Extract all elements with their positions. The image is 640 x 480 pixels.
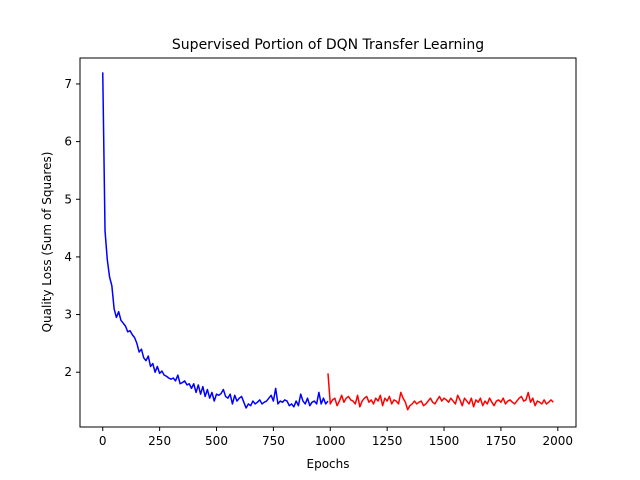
y-tick-label: 5 <box>64 192 72 206</box>
y-tick-label: 7 <box>64 77 72 91</box>
chart-title: Supervised Portion of DQN Transfer Learn… <box>172 37 484 53</box>
y-tick-label: 3 <box>64 308 72 322</box>
x-axis-label: Epochs <box>307 457 350 471</box>
y-axis-label: Quality Loss (Sum of Squares) <box>40 152 54 333</box>
x-tick-label: 500 <box>205 434 228 448</box>
y-tick-label: 2 <box>64 365 72 379</box>
x-tick-label: 0 <box>99 434 107 448</box>
series-layer <box>102 72 554 411</box>
x-tick-label: 250 <box>148 434 171 448</box>
plot-frame <box>79 57 577 428</box>
x-tick-label: 750 <box>262 434 285 448</box>
x-axis: 0 250 500 750 1000 1250 1500 1750 2000 <box>99 427 573 448</box>
series-line-2 <box>327 373 554 411</box>
x-tick-label: 1000 <box>315 434 346 448</box>
x-tick-label: 1500 <box>429 434 460 448</box>
y-tick-label: 4 <box>64 250 72 264</box>
y-tick-label: 6 <box>64 135 72 149</box>
x-tick-label: 1250 <box>372 434 403 448</box>
series-line-1 <box>102 72 329 409</box>
y-axis: 2 3 4 5 6 7 <box>64 77 80 379</box>
x-tick-label: 1750 <box>486 434 517 448</box>
x-tick-label: 2000 <box>543 434 574 448</box>
